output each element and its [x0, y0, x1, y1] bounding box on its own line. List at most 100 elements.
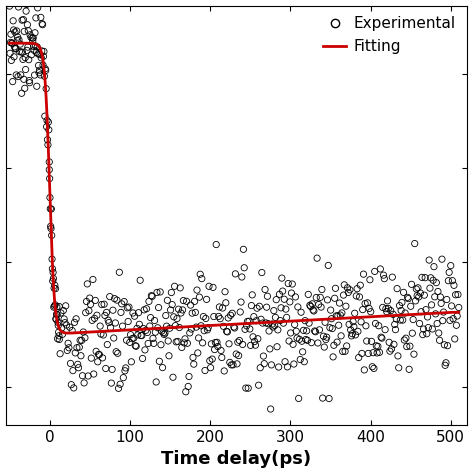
Point [450, 282, 458, 289]
Point [238, 273, 246, 281]
Point [9, 17, 17, 25]
Point [196, 293, 203, 301]
Point [402, 334, 410, 342]
Point [404, 295, 412, 302]
Point [130, 334, 137, 342]
Point [128, 358, 135, 365]
Point [326, 324, 334, 331]
Point [232, 270, 239, 278]
Point [89, 276, 97, 283]
Point [155, 357, 163, 365]
Point [230, 323, 237, 331]
Point [224, 328, 231, 336]
Point [84, 372, 92, 380]
Point [278, 274, 286, 282]
Point [147, 314, 155, 321]
Point [229, 361, 237, 369]
Point [22, 66, 29, 73]
Point [182, 388, 190, 395]
Point [21, 54, 29, 62]
Point [50, 303, 57, 311]
Point [245, 318, 253, 325]
Point [162, 312, 170, 319]
Point [332, 284, 339, 292]
Point [317, 293, 324, 301]
Point [290, 360, 298, 368]
Point [273, 343, 281, 351]
Point [202, 315, 210, 322]
Point [320, 343, 328, 351]
Point [428, 325, 436, 333]
Point [161, 329, 169, 337]
Point [270, 307, 278, 314]
Point [217, 315, 224, 322]
Point [255, 382, 263, 389]
Point [50, 275, 57, 283]
Point [189, 354, 197, 361]
Point [145, 340, 152, 347]
Point [374, 343, 382, 350]
Point [406, 342, 414, 350]
Point [21, 84, 28, 92]
Point [49, 269, 57, 276]
Point [173, 338, 180, 346]
Point [120, 298, 128, 305]
Point [223, 328, 230, 335]
Point [101, 311, 109, 319]
Point [253, 304, 261, 312]
Point [361, 300, 369, 307]
Point [427, 274, 435, 282]
Point [261, 286, 269, 293]
Point [53, 310, 60, 318]
Point [117, 309, 125, 316]
Point [273, 296, 280, 303]
Point [367, 308, 374, 316]
Point [88, 355, 95, 362]
Point [248, 291, 256, 299]
Point [19, 16, 27, 23]
Point [41, 112, 49, 120]
Point [58, 324, 65, 332]
Point [41, 73, 48, 80]
Point [40, 53, 47, 60]
Point [25, 27, 32, 35]
Point [333, 338, 341, 346]
Point [281, 358, 289, 365]
Point [185, 373, 193, 380]
Point [422, 306, 430, 313]
Point [380, 271, 387, 279]
Point [292, 293, 299, 301]
Point [263, 303, 271, 311]
Point [42, 85, 50, 92]
Point [107, 324, 114, 331]
Point [80, 379, 88, 387]
Point [351, 310, 358, 317]
Point [99, 354, 106, 362]
Point [197, 322, 205, 329]
Point [170, 313, 178, 320]
Point [96, 322, 104, 330]
Point [55, 322, 62, 329]
Point [258, 269, 265, 276]
Point [15, 3, 22, 11]
Point [125, 303, 133, 311]
Point [154, 324, 162, 332]
Point [387, 307, 394, 314]
Point [294, 303, 301, 311]
Point [188, 325, 195, 333]
Point [253, 317, 260, 325]
Point [157, 341, 165, 348]
Point [247, 342, 255, 349]
Point [309, 306, 317, 314]
Point [80, 328, 87, 336]
Point [166, 324, 173, 332]
Point [357, 318, 365, 326]
Point [446, 317, 454, 324]
Point [393, 285, 401, 292]
Point [39, 61, 47, 69]
Point [181, 339, 188, 346]
Point [318, 286, 326, 293]
Point [138, 332, 146, 339]
Point [208, 340, 215, 347]
Point [51, 301, 59, 309]
